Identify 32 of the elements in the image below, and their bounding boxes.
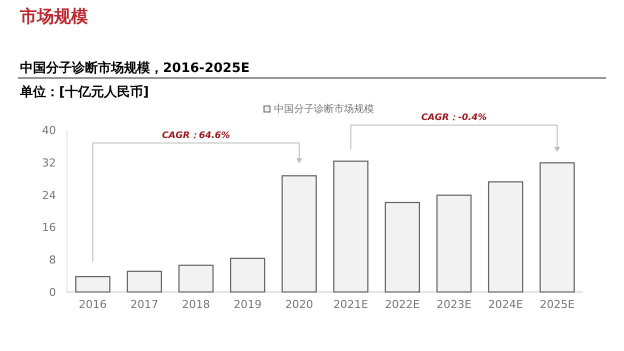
bar <box>178 264 214 293</box>
bar <box>282 175 317 293</box>
bar <box>75 276 110 293</box>
y-tick-label: 24 <box>42 188 56 202</box>
x-tick-label: 2020 <box>285 298 314 311</box>
chart-title: 中国分子诊断市场规模，2016-2025E <box>20 60 250 76</box>
bar <box>384 202 420 293</box>
legend-label: 中国分子诊断市场规模 <box>274 103 374 115</box>
x-tick-label: 2016 <box>78 298 107 311</box>
bar <box>436 194 472 293</box>
text: 市场规模 <box>19 7 88 27</box>
y-tick-label: 0 <box>49 286 56 299</box>
bar <box>540 162 575 293</box>
x-tick-label: 2022E <box>384 298 420 311</box>
y-tick-label: 8 <box>49 254 56 267</box>
x-tick-label: 2018 <box>182 298 210 311</box>
bar <box>126 270 162 293</box>
annotation: CAGR：64.6% <box>162 130 230 141</box>
x-tick-label: 2021E <box>333 298 368 311</box>
chart-subtitle: 单位：[十亿元人民币] <box>19 84 149 100</box>
y-tick-label: 32 <box>42 156 56 170</box>
x-tick-label: 2023E <box>436 298 472 311</box>
y-tick-label: 40 <box>42 124 56 137</box>
bar <box>230 258 266 293</box>
y-tick-label: 16 <box>42 221 56 234</box>
x-tick-label: 2024E <box>488 298 524 311</box>
x-tick-label: 2017 <box>130 298 158 311</box>
x-tick-label: 2019 <box>234 298 262 311</box>
bar <box>488 181 524 293</box>
x-tick-label: 2025E <box>540 298 575 311</box>
text: CAGR：-0.4% <box>421 113 487 124</box>
bar <box>333 160 368 293</box>
